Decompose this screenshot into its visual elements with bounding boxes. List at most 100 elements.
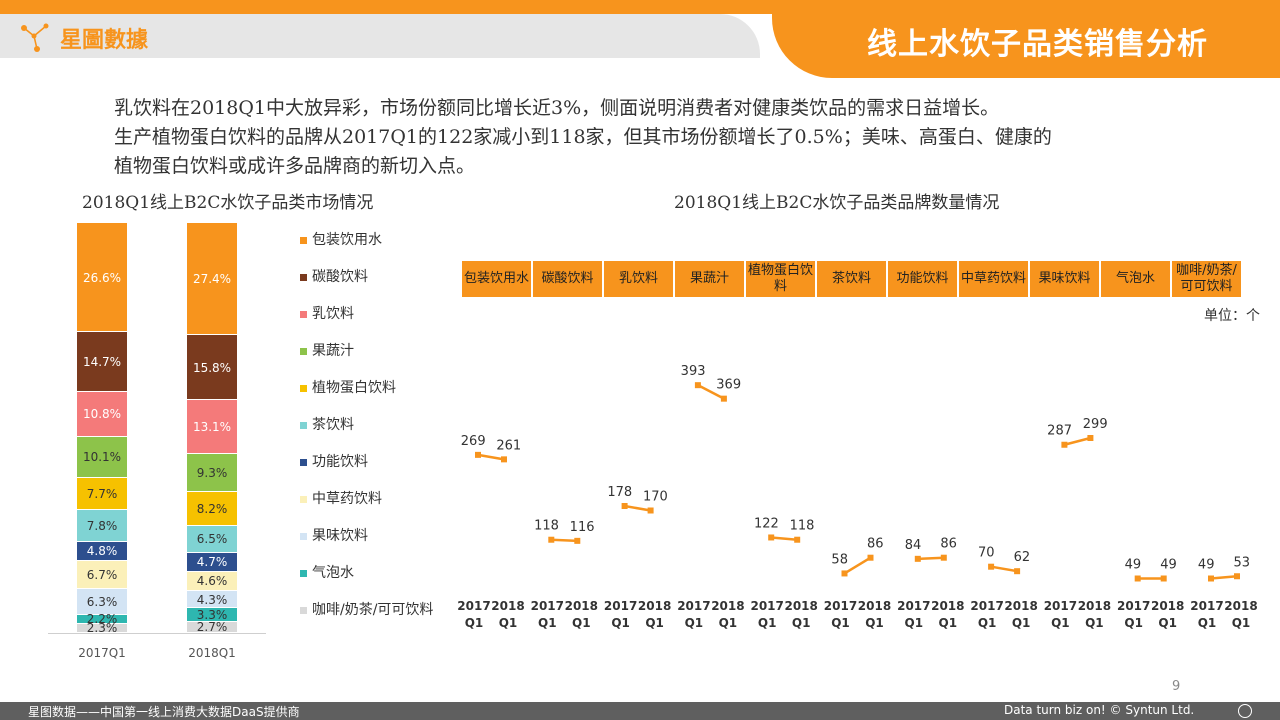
x-tick-label-quarter: Q1: [719, 616, 738, 630]
constellation-logo-icon: [21, 23, 49, 52]
x-tick-label-year: 2017: [750, 599, 783, 613]
x-tick-label-quarter: Q1: [1124, 616, 1143, 630]
x-tick-label-year: 2018: [784, 599, 817, 613]
category-header-cell: 碳酸饮料: [533, 261, 602, 297]
x-tick-label-year: 2018: [711, 599, 744, 613]
brand-count-value-label: 58: [831, 552, 848, 567]
segment-value-label: 15.8%: [192, 360, 232, 375]
stack-segment: 9.3%: [187, 454, 237, 493]
footer-left-text: 星图数据——中国第一线上消费大数据DaaS提供商: [28, 705, 300, 719]
legend-label: 碳酸饮料: [312, 269, 368, 285]
segment-value-label: 13.1%: [192, 420, 232, 435]
brand-count-value-label: 118: [790, 519, 815, 534]
brand-count-line: [917, 556, 944, 561]
brand-category-header-row: 包装饮用水 碳酸饮料 乳饮料 果蔬汁 植物蛋白饮料 茶饮料 功能饮料 中草药饮料 果味饮料 气泡水…: [462, 261, 1241, 297]
unit-label: 单位：个: [1204, 308, 1260, 324]
segment-value-label: 4.8%: [86, 544, 118, 559]
brand-count-line: [771, 536, 798, 541]
brand-count-marker: [475, 451, 481, 458]
category-header-cell: 果蔬汁: [675, 261, 744, 297]
legend-label: 茶饮料: [312, 417, 354, 433]
intro-line-3: 植物蛋白饮料或成许多品牌商的新切入点。: [114, 155, 476, 177]
brand-count-value-label: 369: [716, 378, 741, 393]
brand-count-line: [1064, 436, 1091, 446]
legend-swatch: [300, 311, 307, 318]
x-tick-label-year: 2017: [1044, 599, 1077, 613]
segment-value-label: 4.7%: [196, 555, 228, 570]
stack-segment: 4.8%: [77, 541, 127, 562]
legend-item: 茶饮料: [300, 415, 450, 452]
brand-count-line: [624, 504, 651, 512]
x-tick-label-quarter: Q1: [685, 616, 704, 630]
brand-count-value-label: 287: [1047, 424, 1072, 439]
market-chart-title: 2018Q1线上B2C水饮子品类市场情况: [82, 193, 374, 213]
stack-segment: 2.2%: [77, 612, 127, 626]
bar-chart-baseline: [48, 633, 266, 634]
title-tab: 线上水饮子品类销售分析: [772, 0, 1280, 78]
stack-segment: 4.3%: [187, 590, 237, 609]
legend-item: 中草药饮料: [300, 489, 450, 526]
brand-count-line: [990, 565, 1018, 573]
brand-count-value-label: 170: [643, 489, 668, 504]
brand-count-value-label: 49: [1125, 558, 1142, 573]
stack-segment: 10.8%: [77, 392, 127, 437]
x-tick-label-year: 2017: [1190, 599, 1223, 613]
stack-segment: 4.6%: [187, 571, 237, 591]
x-tick-label-quarter: Q1: [465, 616, 484, 630]
bar-label-2017q1: 2017Q1: [78, 646, 126, 660]
legend-label: 咖啡/奶茶/可可饮料: [312, 602, 434, 618]
x-tick-label-year: 2017: [604, 599, 637, 613]
logo: 星圖數據: [20, 18, 148, 58]
brand-count-marker: [574, 537, 581, 544]
category-header-cell: 果味饮料: [1030, 261, 1099, 297]
legend-swatch: [300, 237, 307, 244]
brand-count-marker: [940, 554, 947, 561]
segment-value-label: 6.7%: [86, 567, 118, 582]
segment-value-label: 4.3%: [196, 592, 228, 607]
stack-segment: 15.8%: [187, 335, 237, 401]
x-tick-label-quarter: Q1: [978, 616, 997, 630]
legend-label: 果味饮料: [312, 528, 368, 544]
x-tick-label-quarter: Q1: [499, 616, 518, 630]
brand-count-value-label: 49: [1198, 558, 1215, 573]
brand-count-marker: [1160, 575, 1167, 582]
legend-label: 果蔬汁: [312, 343, 354, 359]
x-tick-label-year: 2017: [1117, 599, 1150, 613]
brand-count-marker: [867, 554, 874, 561]
brand-count-value-label: 118: [534, 519, 559, 534]
legend-item: 包装饮用水: [300, 230, 450, 267]
segment-value-label: 26.6%: [82, 270, 122, 285]
brand-count-marker: [1134, 575, 1141, 582]
brand-count-value-label: 393: [681, 364, 706, 379]
x-tick-label-year: 2018: [1004, 599, 1037, 613]
brand-chart-title: 2018Q1线上B2C水饮子品类品牌数量情况: [674, 193, 1000, 213]
brand-count-marker: [548, 536, 555, 543]
segment-value-label: 4.6%: [196, 574, 228, 589]
x-tick-label-quarter: Q1: [1051, 616, 1070, 630]
brand-count-value-label: 49: [1160, 558, 1177, 573]
brand-count-marker: [720, 395, 727, 402]
intro-text: 乳饮料在2018Q1中大放异彩，市场份额同比增长近3%，侧面说明消费者对健康类饮…: [114, 94, 1194, 181]
x-tick-label-quarter: Q1: [1085, 616, 1104, 630]
segment-value-label: 7.7%: [86, 486, 118, 501]
brand-count-value-label: 62: [1014, 550, 1031, 565]
x-tick-label-quarter: Q1: [611, 616, 630, 630]
legend-swatch: [300, 422, 307, 429]
x-tick-label-year: 2017: [457, 599, 490, 613]
footer-right-text: Data turn biz on! © Syntun Ltd.: [1004, 703, 1195, 717]
segment-value-label: 10.1%: [82, 450, 122, 465]
legend-swatch: [300, 459, 307, 466]
stack-segment: 6.7%: [77, 561, 127, 589]
stack-segment: 14.7%: [77, 332, 127, 393]
x-tick-label-quarter: Q1: [538, 616, 557, 630]
x-tick-label-year: 2018: [491, 599, 524, 613]
x-tick-label-quarter: Q1: [758, 616, 777, 630]
stack-segment: 8.2%: [187, 492, 237, 526]
brand-count-marker: [768, 534, 775, 541]
stack-segment: 27.4%: [187, 223, 237, 336]
legend-item: 功能饮料: [300, 452, 450, 489]
brand-count-value-label: 86: [940, 537, 957, 552]
brand-count-value-label: 116: [570, 520, 595, 535]
x-tick-label-quarter: Q1: [645, 616, 664, 630]
legend-swatch: [300, 607, 307, 614]
